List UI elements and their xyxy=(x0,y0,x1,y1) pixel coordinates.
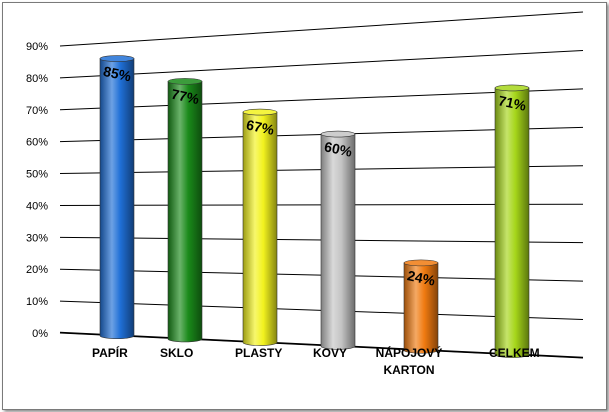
data-label: 77% xyxy=(170,86,201,108)
y-tick-label: 80% xyxy=(26,73,48,85)
y-tick-label: 50% xyxy=(26,169,48,181)
bar-top xyxy=(320,130,356,138)
gridline xyxy=(59,49,584,79)
bar-top xyxy=(494,84,530,92)
y-tick-label: 10% xyxy=(26,296,48,308)
y-tick-label: 90% xyxy=(26,41,48,53)
data-label: 24% xyxy=(406,267,437,289)
data-label: 60% xyxy=(323,138,354,160)
bar: 85% xyxy=(99,55,135,340)
bar: 24% xyxy=(403,259,439,354)
y-tick-label: 70% xyxy=(26,105,48,117)
x-axis: PAPÍR SKLO PLASTY KOVY NÁPOJOVÝ KARTON CELKEM xyxy=(92,345,540,377)
bar-top xyxy=(403,259,439,267)
bar-top xyxy=(99,55,135,62)
bar: 67% xyxy=(242,108,278,346)
y-axis: 0% 10% 20% 30% 40% 50% 60% 70% 80% 90% xyxy=(26,41,48,340)
x-tick-label: KOVY xyxy=(313,346,347,360)
x-tick-label: CELKEM xyxy=(489,346,540,360)
bar-body xyxy=(167,81,203,343)
bars: 85% 77% 67% 60% 24% 71% xyxy=(99,55,530,358)
data-label: 71% xyxy=(497,92,528,114)
data-label: 85% xyxy=(102,63,133,85)
x-tick-label: SKLO xyxy=(160,346,193,360)
bar: 77% xyxy=(167,78,203,343)
y-tick-label: 20% xyxy=(26,264,48,276)
bar: 60% xyxy=(320,130,356,350)
bar-body xyxy=(99,58,135,340)
bar-top xyxy=(167,78,203,85)
x-tick-label: PLASTY xyxy=(235,346,282,360)
bar: 71% xyxy=(494,84,530,358)
data-label: 67% xyxy=(245,116,276,138)
bar-body xyxy=(494,87,530,358)
x-tick-label: NÁPOJOVÝ KARTON xyxy=(376,345,443,377)
y-tick-label: 60% xyxy=(26,137,48,149)
y-tick-label: 0% xyxy=(32,328,48,340)
bar-body xyxy=(320,133,356,350)
bar-top xyxy=(242,108,278,116)
y-tick-label: 30% xyxy=(26,232,48,244)
y-tick-label: 40% xyxy=(26,200,48,212)
x-tick-label: PAPÍR xyxy=(92,345,128,360)
gridline xyxy=(59,11,584,47)
bar-body xyxy=(242,111,278,346)
bar-body xyxy=(403,262,439,354)
